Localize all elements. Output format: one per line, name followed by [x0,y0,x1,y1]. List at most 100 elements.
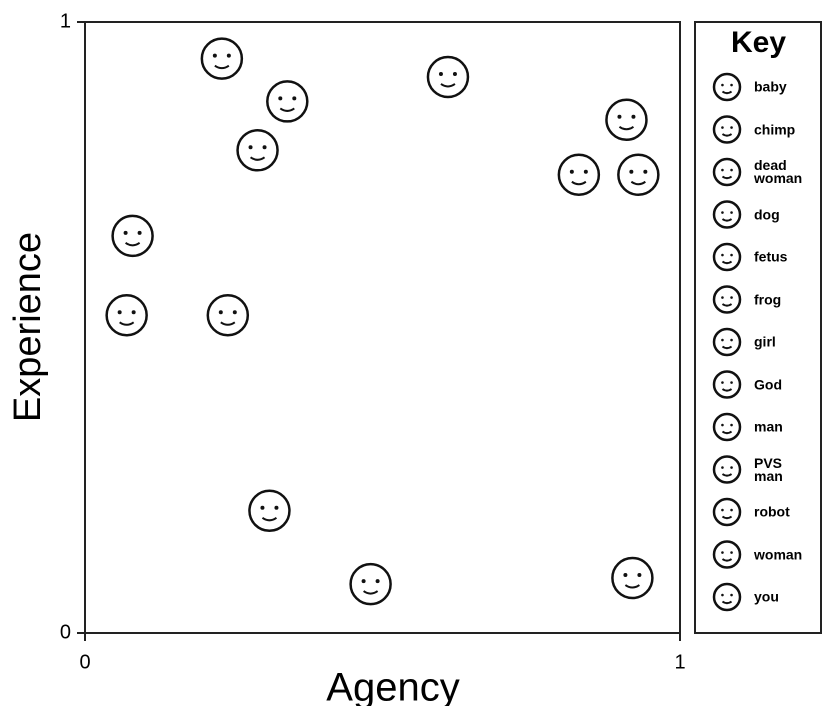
icon-head [712,497,742,527]
key-label: you [754,588,779,605]
icon-eye [721,423,724,427]
key-label: woman [754,546,803,562]
icon-eye [721,466,724,469]
icon-mouth [363,590,379,595]
icon-eye [721,508,724,512]
icon-head [236,129,279,172]
key-label: dog [754,206,780,222]
icon-head [712,370,742,399]
icon-eye [232,310,237,315]
icon-head [617,153,660,196]
key-frame [694,21,822,634]
icon-head [712,455,742,484]
icon-eye [643,169,648,174]
icon-eye [629,169,634,174]
icon-eye [226,53,231,58]
point-icon [266,80,309,123]
icon-mouth [721,90,733,95]
icon-eye [730,296,733,299]
icon-head [712,327,742,357]
point-icon [617,153,660,196]
icon-mouth [214,64,230,70]
y-axis-label: Experience [7,232,49,422]
icon-mouth [721,388,733,392]
icon-head [426,55,470,99]
icon-head [712,200,742,229]
icon-mouth [440,83,456,88]
icon-head [712,540,742,569]
icon-head [712,242,742,272]
key-label: dead woman [754,157,803,186]
key-icon [712,455,742,484]
x-axis-label: Agency [326,666,459,706]
icon-mouth [721,175,733,180]
icon-head [611,556,654,600]
icon-eye [721,168,724,172]
key-label: man [754,418,783,435]
point-icon [557,153,601,196]
icon-head [712,115,742,144]
icon-eye [730,83,733,87]
icon-eye [274,505,279,510]
icon-head [712,582,742,612]
icon-eye [260,505,265,510]
icon-eye [730,508,733,512]
icon-head [712,157,742,187]
key-icon [712,72,742,102]
point-icon [236,129,279,172]
icon-head [206,294,250,337]
point-icon [200,37,244,80]
icon-eye [438,71,443,76]
icon-mouth [721,133,733,137]
icon-eye [212,53,217,58]
key-icon [712,285,742,314]
icon-mouth [721,345,733,350]
icon-eye [361,579,366,584]
icon-mouth [261,516,278,522]
icon-eye [123,230,128,235]
point-icon [349,562,392,606]
icon-mouth [721,430,733,435]
icon-eye [292,96,297,101]
icon-head [712,412,742,442]
icon-eye [583,169,588,174]
icon-mouth [721,558,733,562]
icon-head [605,98,648,142]
point-icon [248,489,291,533]
key-label: baby [754,78,787,95]
icon-mouth [249,156,266,161]
icon-head [266,80,309,123]
key-label: girl [754,333,776,350]
key-label: frog [754,291,782,307]
icon-eye [117,310,122,315]
y-tick-label: 1 [60,10,71,32]
icon-eye [631,114,636,119]
key-label: God [754,376,782,392]
key-label: PVS man [754,454,783,484]
icon-eye [730,338,733,342]
icon-eye [218,310,223,315]
key-icon [712,497,742,527]
icon-eye [278,96,283,101]
icon-eye [730,381,733,384]
key-label: robot [754,503,790,520]
icon-eye [623,573,628,578]
icon-head [712,72,742,102]
icon-head [349,562,392,606]
icon-head [105,294,148,337]
icon-eye [730,551,733,554]
key-icon [712,412,742,442]
icon-eye [248,145,253,150]
key-label: chimp [754,121,796,137]
point-icon [605,98,648,142]
icon-mouth [630,180,646,186]
point-icon [105,294,148,337]
icon-mouth [571,180,587,186]
icon-eye [721,593,724,597]
icon-eye [569,169,574,174]
icon-mouth [279,107,295,112]
icon-mouth [125,242,141,247]
icon-eye [721,296,724,299]
